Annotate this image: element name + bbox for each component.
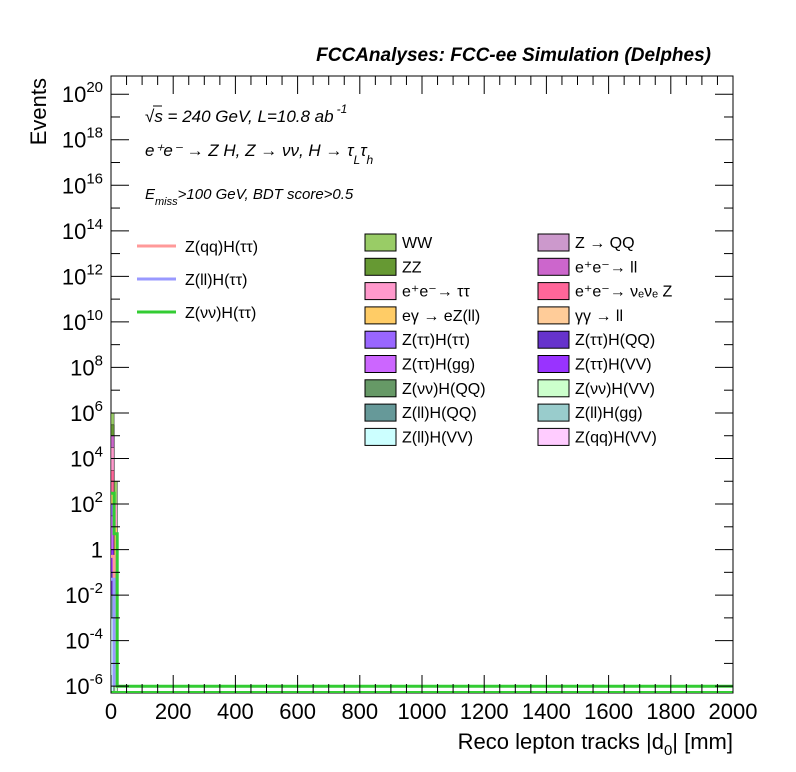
legend-box-swatch [364, 233, 397, 252]
legend-box-swatch [537, 330, 570, 349]
legend-box-swatch [537, 355, 570, 373]
legend-boxes: WW Z → QQ ZZ e⁺e⁻→ ll e⁺e⁻→ ττ e⁺e⁻→ νₑνₑ Z eγ… [364, 233, 672, 446]
legend-box-swatch [364, 403, 397, 422]
legend-box-label: Z(νν)H(QQ) [402, 381, 486, 398]
x-tick-label: 800 [341, 699, 378, 724]
legend-box-label: Z(ll)H(QQ) [402, 405, 477, 422]
legend-lines: Z(qq)H(ττ) Z(ll)H(ττ) Z(νν)H(ττ) [137, 239, 258, 322]
legend-box-label: Z(νν)H(VV) [575, 381, 655, 398]
legend-box-swatch [537, 233, 570, 252]
legend-box-label: Z(ττ)H(VV) [575, 357, 652, 374]
legend-box-label: Z(ττ)H(ττ) [402, 332, 470, 349]
x-tick-label: 2000 [709, 699, 758, 724]
legend-box-swatch [364, 427, 397, 446]
cuts-annotation: Emiss>100 GeV, BDT score>0.5 [145, 186, 354, 208]
lines-layer [111, 491, 733, 693]
y-tick-label: 108 [70, 352, 103, 380]
y-tick-label: 10-2 [65, 580, 103, 608]
ticks-layer [110, 76, 734, 693]
legend-box-label: eγ → eZ(ll) [402, 308, 480, 325]
legend-box-swatch [537, 427, 570, 446]
legend-box-swatch [364, 379, 397, 398]
legend-line-label: Z(qq)H(ττ) [185, 239, 258, 256]
y-tick-label: 1014 [62, 216, 103, 244]
legend-box-label: Z(qq)H(VV) [575, 429, 657, 446]
y-tick-label: 106 [70, 398, 103, 426]
legend-box-label: WW [402, 235, 433, 252]
legend-line-label: Z(ll)H(ττ) [185, 272, 247, 289]
legend-box-swatch [537, 379, 570, 398]
y-tick-label: 1018 [62, 125, 103, 153]
x-tick-label: 1000 [398, 699, 447, 724]
y-tick-label: 10-6 [65, 671, 103, 699]
legend-box-label: Z(ll)H(gg) [575, 405, 643, 422]
y-tick-label: 1 [91, 538, 103, 563]
y-tick-label: 1012 [62, 261, 103, 289]
x-tick-label: 1600 [584, 699, 633, 724]
legend-box-label: ZZ [402, 259, 422, 276]
legend-box-label: e⁺e⁻→ ττ [402, 284, 470, 301]
x-tick-label: 200 [155, 699, 192, 724]
x-tick-label: 600 [279, 699, 316, 724]
process-annotation: e⁺e⁻ → Z H, Z → νν, H → τLτh [145, 141, 374, 167]
legend-box-swatch [364, 355, 397, 373]
x-axis-title: Reco lepton tracks |d0| [mm] [458, 729, 733, 759]
legend-box-swatch [364, 330, 397, 349]
legend-box-swatch [537, 257, 570, 276]
legend-box-swatch [364, 257, 397, 276]
legend-box-label: e⁺e⁻→ ll [575, 259, 637, 276]
legend-box-label: Z(ll)H(VV) [402, 429, 473, 446]
x-tick-labels: 0 200 400 600 800 1000 1200 1400 1600 1800 2000 [105, 699, 758, 724]
y-tick-label: 102 [70, 489, 103, 517]
legend-box-swatch [364, 306, 397, 325]
legend-box-swatch [537, 306, 570, 325]
energy-annotation: √s = 240 GeV, L=10.8 ab -1 [145, 102, 347, 126]
x-tick-label: 1800 [646, 699, 695, 724]
legend-box-label: γγ → ll [575, 308, 623, 325]
y-tick-label: 1010 [62, 307, 103, 335]
y-tick-labels: 1020 1018 1016 1014 1012 1010 108 106 104 102 1 10-… [62, 79, 103, 699]
y-tick-label: 10-4 [65, 626, 103, 654]
signal-line [111, 491, 733, 688]
y-tick-label: 1020 [62, 79, 103, 107]
signal-line [111, 577, 116, 687]
x-tick-label: 0 [105, 699, 117, 724]
legend-box-swatch [537, 282, 570, 301]
legend-line-label: Z(νν)H(ττ) [185, 305, 256, 322]
legend-box-swatch [364, 282, 397, 301]
y-tick-label: 104 [70, 443, 103, 471]
y-axis-title: Events [26, 78, 51, 145]
legend-box-label: Z(ττ)H(QQ) [575, 332, 655, 349]
x-tick-label: 400 [217, 699, 254, 724]
chart-header: FCCAnalyses: FCC-ee Simulation (Delphes) [316, 45, 711, 66]
legend-box-label: Z(ττ)H(gg) [402, 357, 475, 374]
y-tick-label: 1016 [62, 170, 103, 198]
legend-box-label: Z → QQ [575, 235, 635, 252]
x-tick-label: 1200 [460, 699, 509, 724]
legend-box-swatch [537, 403, 570, 422]
x-tick-label: 1400 [522, 699, 571, 724]
legend-box-label: e⁺e⁻→ νₑνₑ Z [575, 284, 672, 301]
